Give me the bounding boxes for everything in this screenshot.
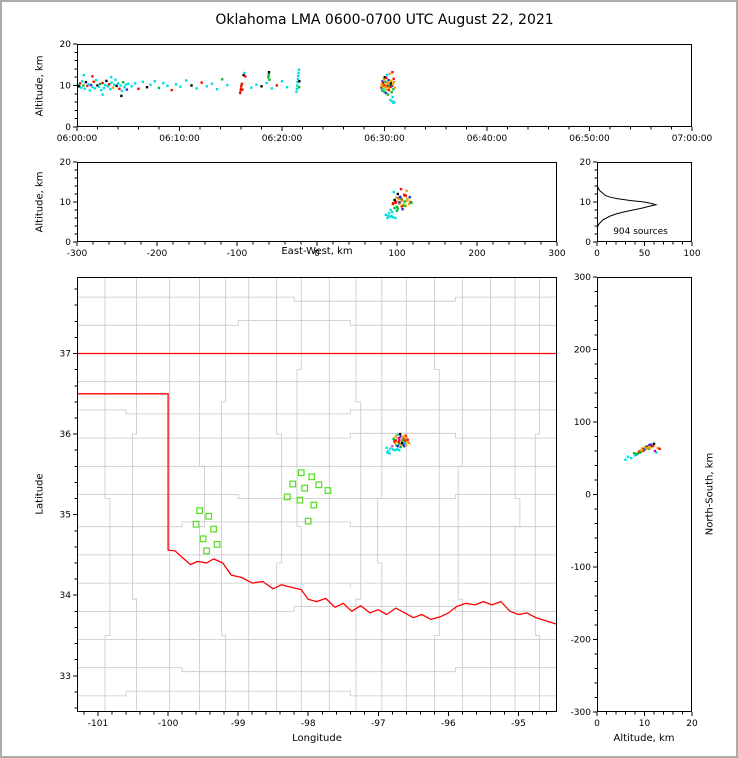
svg-text:0: 0 xyxy=(585,238,591,248)
svg-text:10: 10 xyxy=(639,719,651,729)
scatter-points xyxy=(384,188,413,220)
svg-text:06:20:00: 06:20:00 xyxy=(262,134,303,144)
eastwest-height-ylabel: Altitude, km xyxy=(34,171,46,233)
panel-frame xyxy=(597,162,692,242)
tick-labels: -101 -100 -99 -98 -97 -96 -95 33 34 35 36 37 xyxy=(60,350,526,729)
svg-text:-300: -300 xyxy=(67,249,88,259)
svg-text:20: 20 xyxy=(60,158,72,168)
svg-text:100: 100 xyxy=(388,249,405,259)
svg-text:100: 100 xyxy=(574,418,591,428)
map-ylabel: Latitude xyxy=(34,473,46,515)
scatter-points xyxy=(624,442,661,461)
panel-eastwest-height: -300 -200 -100 0 100 200 300 0 10 20 xyxy=(60,158,566,259)
svg-text:50: 50 xyxy=(639,249,651,259)
northsouth-ylabel: North-South, km xyxy=(704,452,716,536)
panel-frame xyxy=(77,44,692,127)
tick-labels: 0 10 20 300 200 100 0 -100 -200 -300 xyxy=(571,273,698,729)
svg-text:20: 20 xyxy=(686,719,698,729)
svg-text:06:50:00: 06:50:00 xyxy=(569,134,610,144)
axis-ticks xyxy=(593,276,693,716)
state-border xyxy=(77,352,558,625)
figure-title: Oklahoma LMA 0600-0700 UTC August 22, 20… xyxy=(215,12,554,28)
axis-ticks xyxy=(73,288,547,716)
svg-text:20: 20 xyxy=(60,40,72,50)
tick-labels: 06:00:00 06:10:00 06:20:00 06:30:00 06:40:00… xyxy=(57,40,713,144)
svg-text:06:00:00: 06:00:00 xyxy=(57,134,98,144)
svg-text:-300: -300 xyxy=(571,708,592,718)
svg-text:10: 10 xyxy=(580,198,592,208)
svg-text:-100: -100 xyxy=(571,563,592,573)
svg-text:06:10:00: 06:10:00 xyxy=(159,134,200,144)
axis-ticks xyxy=(73,161,558,246)
axis-ticks xyxy=(73,43,693,131)
tick-labels: 0 50 100 0 10 20 xyxy=(580,158,701,259)
eastwest-xlabel: East-West, km xyxy=(281,246,353,257)
histogram-line xyxy=(596,185,658,229)
svg-text:-200: -200 xyxy=(571,636,592,646)
northsouth-xlabel: Altitude, km xyxy=(613,733,675,744)
svg-text:33: 33 xyxy=(60,672,71,682)
svg-text:300: 300 xyxy=(574,273,591,283)
svg-text:36: 36 xyxy=(60,430,72,440)
axis-ticks xyxy=(593,161,693,246)
source-count-label: 904 sources xyxy=(613,227,668,237)
svg-text:200: 200 xyxy=(468,249,485,259)
svg-text:37: 37 xyxy=(60,350,71,360)
svg-text:-96: -96 xyxy=(441,719,456,729)
panel-frame xyxy=(77,162,557,242)
panel-plan-view-map: -101 -100 -99 -98 -97 -96 -95 33 34 35 36 37 xyxy=(60,277,558,729)
svg-text:200: 200 xyxy=(574,346,591,356)
svg-text:0: 0 xyxy=(314,249,320,259)
panel-time-height: 06:00:00 06:10:00 06:20:00 06:30:00 06:40:00… xyxy=(57,40,713,144)
lma-station-markers xyxy=(192,469,332,555)
svg-text:06:40:00: 06:40:00 xyxy=(467,134,508,144)
svg-text:-100: -100 xyxy=(158,719,179,729)
svg-text:0: 0 xyxy=(585,491,591,501)
panel-northsouth-height: 0 10 20 300 200 100 0 -100 -200 -300 xyxy=(571,273,698,729)
svg-text:10: 10 xyxy=(60,198,72,208)
svg-text:0: 0 xyxy=(65,123,71,133)
svg-text:-99: -99 xyxy=(231,719,246,729)
panel-source-histogram: 904 sources 0 50 100 0 10 20 xyxy=(580,158,701,259)
map-xlabel: Longitude xyxy=(292,733,342,744)
svg-text:10: 10 xyxy=(60,82,72,92)
county-lines xyxy=(77,277,557,712)
svg-text:300: 300 xyxy=(548,249,565,259)
svg-text:-200: -200 xyxy=(147,249,168,259)
tick-labels: -300 -200 -100 0 100 200 300 0 10 20 xyxy=(60,158,566,259)
svg-text:07:00:00: 07:00:00 xyxy=(672,134,713,144)
svg-text:06:30:00: 06:30:00 xyxy=(364,134,405,144)
svg-text:35: 35 xyxy=(60,511,71,521)
svg-text:0: 0 xyxy=(594,249,600,259)
panel-frame xyxy=(597,277,692,712)
svg-text:-98: -98 xyxy=(301,719,316,729)
time-height-ylabel: Altitude, km xyxy=(34,55,46,117)
svg-text:-101: -101 xyxy=(88,719,108,729)
svg-text:-100: -100 xyxy=(227,249,248,259)
panel-frame xyxy=(77,277,557,712)
svg-text:-95: -95 xyxy=(511,719,526,729)
svg-text:100: 100 xyxy=(683,249,700,259)
svg-text:34: 34 xyxy=(60,591,72,601)
svg-text:0: 0 xyxy=(594,719,600,729)
svg-text:0: 0 xyxy=(65,238,71,248)
scatter-points xyxy=(76,68,396,105)
scatter-points xyxy=(385,432,411,455)
svg-text:-97: -97 xyxy=(371,719,386,729)
svg-text:20: 20 xyxy=(580,158,592,168)
